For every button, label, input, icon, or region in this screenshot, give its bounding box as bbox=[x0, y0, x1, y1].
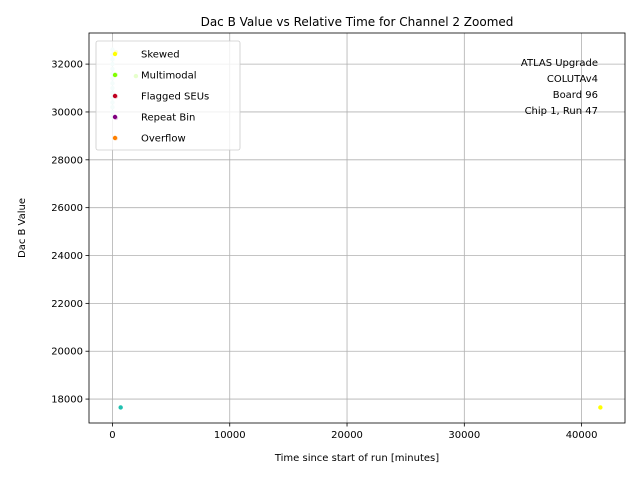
legend-label: Overflow bbox=[141, 134, 186, 145]
legend-label: Skewed bbox=[141, 50, 180, 61]
y-tick-label: 20000 bbox=[51, 347, 83, 358]
annotation-line: COLUTAv4 bbox=[547, 74, 598, 85]
legend-marker bbox=[112, 72, 118, 78]
x-tick-label: 40000 bbox=[566, 430, 598, 441]
legend-marker bbox=[112, 114, 118, 120]
x-axis-label: Time since start of run [minutes] bbox=[274, 453, 439, 464]
legend-marker bbox=[112, 135, 118, 141]
y-tick-label: 32000 bbox=[51, 60, 83, 71]
data-point bbox=[598, 405, 603, 410]
data-point bbox=[118, 405, 123, 410]
annotation-line: ATLAS Upgrade bbox=[521, 58, 598, 69]
y-tick-label: 30000 bbox=[51, 107, 83, 118]
x-tick-label: 10000 bbox=[214, 430, 246, 441]
annotation-line: Board 96 bbox=[553, 90, 598, 101]
grid bbox=[89, 33, 625, 423]
x-tick-label: 0 bbox=[109, 430, 115, 441]
x-axis-ticks: 0 10000 20000 30000 40000 bbox=[109, 423, 598, 441]
y-tick-label: 26000 bbox=[51, 203, 83, 214]
legend: Skewed Multimodal Flagged SEUs Repeat Bin Ov… bbox=[95, 40, 241, 151]
y-axis-ticks: 18000 20000 22000 24000 26000 28000 30000 32000 bbox=[51, 60, 89, 406]
y-tick-label: 22000 bbox=[51, 299, 83, 310]
legend-marker bbox=[112, 93, 118, 99]
y-axis-label: Dac B Value bbox=[17, 198, 28, 258]
x-tick-label: 30000 bbox=[448, 430, 480, 441]
legend-marker bbox=[112, 51, 118, 57]
run-annotation: ATLAS Upgrade COLUTAv4 Board 96 Chip 1, Run… bbox=[521, 58, 598, 117]
annotation-line: Chip 1, Run 47 bbox=[525, 106, 598, 117]
y-tick-label: 18000 bbox=[51, 395, 83, 406]
x-tick-label: 20000 bbox=[331, 430, 363, 441]
legend-box bbox=[95, 40, 241, 151]
legend-label: Flagged SEUs bbox=[141, 92, 209, 103]
y-tick-label: 24000 bbox=[51, 251, 83, 262]
legend-label: Multimodal bbox=[141, 71, 197, 82]
legend-label: Repeat Bin bbox=[141, 113, 195, 124]
plot-frame bbox=[88, 32, 626, 424]
chart-title: Dac B Value vs Relative Time for Channel… bbox=[201, 15, 514, 29]
y-tick-label: 28000 bbox=[51, 155, 83, 166]
